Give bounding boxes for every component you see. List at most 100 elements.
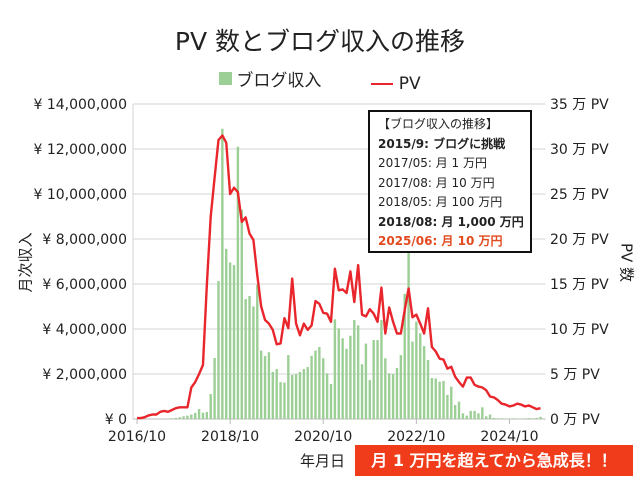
- y-tick-label: ¥ 2,000,000: [42, 367, 127, 383]
- revenue-bar: [240, 209, 243, 419]
- revenue-bar: [453, 405, 457, 419]
- y2-tick-label: 5 万 PV: [550, 367, 600, 383]
- y-tick-label: ¥ 12,000,000: [33, 142, 127, 158]
- revenue-bar: [256, 284, 259, 419]
- revenue-bar: [403, 293, 406, 419]
- pv-line: [137, 134, 541, 420]
- revenue-bar: [442, 380, 445, 419]
- y-tick-label: ¥ 0: [105, 412, 127, 428]
- note-line: 2018/05: 月 100 万円: [378, 195, 503, 209]
- revenue-bar: [337, 328, 340, 419]
- note-line-latest: 2025/06: 月 10 万円: [378, 234, 503, 248]
- chart-title: PV 数とブログ収入の推移: [174, 27, 466, 56]
- revenue-bar: [500, 418, 503, 419]
- revenue-bar: [527, 418, 531, 419]
- y-tick-label: ¥ 8,000,000: [42, 232, 127, 248]
- revenue-bar: [535, 417, 538, 419]
- revenue-bar: [376, 340, 379, 419]
- y2-axis-label: PV 数: [617, 242, 636, 283]
- revenue-bar: [438, 381, 441, 419]
- revenue-bar: [450, 386, 453, 419]
- y-tick-label: ¥ 10,000,000: [33, 187, 127, 203]
- revenue-bar: [411, 341, 414, 419]
- note-line: 2018/08: 月 1,000 万円: [378, 214, 524, 229]
- revenue-bar: [259, 350, 263, 419]
- revenue-bar: [477, 413, 480, 419]
- revenue-bar: [310, 355, 313, 419]
- revenue-bar: [446, 394, 449, 419]
- legend-bar-swatch: [219, 72, 233, 85]
- y-tick-label: ¥ 4,000,000: [42, 322, 127, 338]
- revenue-bar: [384, 358, 387, 419]
- revenue-bar: [473, 410, 476, 419]
- revenue-bar: [380, 320, 383, 419]
- revenue-bar: [481, 407, 484, 419]
- y2-tick-label: 10 万 PV: [550, 322, 609, 338]
- x-axis-label: 年月日: [300, 452, 346, 470]
- revenue-bar: [267, 352, 271, 419]
- revenue-bar: [244, 299, 247, 419]
- revenue-bar: [318, 347, 321, 419]
- revenue-bar: [523, 418, 527, 419]
- revenue-bar: [488, 414, 492, 419]
- revenue-bar: [430, 378, 434, 419]
- note-heading: 【ブログ収入の推移】: [378, 117, 499, 131]
- legend-line-swatch: [370, 83, 393, 85]
- revenue-bar: [457, 401, 461, 419]
- x-tick-label: 2018/10: [201, 429, 259, 445]
- revenue-bar: [221, 128, 224, 419]
- revenue-bar: [291, 374, 294, 419]
- revenue-bar: [531, 418, 534, 419]
- revenue-bar: [275, 369, 278, 419]
- legend-label-revenue: ブログ収入: [236, 71, 322, 91]
- revenue-bar: [395, 367, 399, 419]
- y2-tick-label: 35 万 PV: [550, 97, 609, 113]
- x-tick-label: 2016/10: [108, 429, 166, 445]
- highlight-banner: 月 1 万円を超えてから急成長！！: [355, 445, 633, 476]
- revenue-bar: [201, 412, 205, 419]
- revenue-bar: [492, 417, 496, 419]
- revenue-bar: [283, 382, 286, 419]
- revenue-bar: [391, 374, 395, 419]
- note-line: 2017/08: 月 10 万円: [378, 175, 495, 190]
- y-tick-label: ¥ 6,000,000: [42, 277, 127, 293]
- revenue-bar: [294, 374, 298, 419]
- revenue-bar: [349, 335, 352, 419]
- revenue-bar: [353, 320, 356, 419]
- revenue-bar: [426, 360, 430, 419]
- revenue-bar: [372, 340, 375, 419]
- note-line: 2015/9: ブログに挑戦: [378, 136, 506, 151]
- legend-item-revenue: ブログ収入: [219, 66, 321, 91]
- revenue-bar: [182, 416, 185, 419]
- x-tick-label: 2022/10: [387, 429, 445, 445]
- revenue-bar: [434, 378, 437, 419]
- revenue-bar: [485, 416, 488, 419]
- revenue-bar: [186, 415, 189, 419]
- y2-tick-label: 0 万 PV: [550, 412, 600, 428]
- revenue-bar: [356, 325, 360, 419]
- milestone-annotation-box: 【ブログ収入の推移】 2015/9: ブログに挑戦 2017/05: 月 1 万…: [368, 110, 532, 253]
- revenue-bar: [345, 348, 348, 419]
- legend-label-pv: PV: [398, 74, 421, 94]
- revenue-bar: [512, 418, 515, 419]
- revenue-bar: [209, 394, 212, 419]
- legend-item-pv: PV: [370, 74, 421, 94]
- revenue-bar: [325, 373, 329, 419]
- revenue-bar: [368, 380, 371, 419]
- revenue-bar: [333, 319, 337, 419]
- revenue-bar: [170, 418, 174, 419]
- revenue-bar: [419, 333, 422, 419]
- revenue-bar: [178, 417, 181, 419]
- revenue-bar: [399, 355, 403, 419]
- revenue-bar: [465, 415, 468, 419]
- revenue-bar: [539, 416, 542, 419]
- revenue-bar: [287, 355, 290, 419]
- revenue-bar: [232, 265, 236, 419]
- y2-tick-label: 30 万 PV: [550, 142, 609, 158]
- x-tick-label: 2024/10: [480, 429, 538, 445]
- revenue-bar: [205, 412, 209, 419]
- revenue-bar: [279, 382, 282, 419]
- revenue-bar: [461, 413, 465, 419]
- revenue-bar: [174, 417, 177, 419]
- revenue-bar: [364, 343, 368, 419]
